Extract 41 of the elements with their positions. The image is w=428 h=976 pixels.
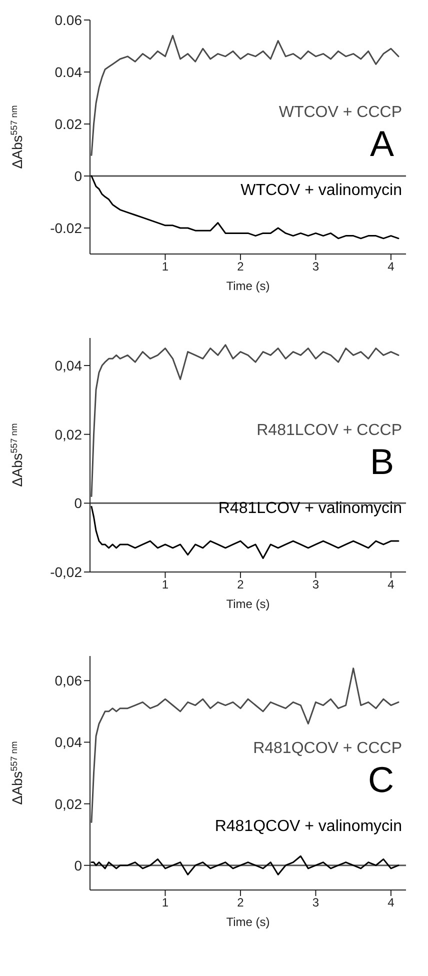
y-tick-label: 0,02	[54, 426, 82, 442]
line-series	[90, 175, 400, 240]
x-tick-label: 2	[237, 260, 244, 274]
x-tick-label: 4	[388, 578, 395, 592]
x-axis-title: Time (s)	[226, 915, 270, 929]
y-tick-label: -0,02	[50, 564, 82, 580]
x-tick-label: 3	[312, 260, 320, 274]
y-tick-label: 0.02	[54, 116, 82, 132]
x-axis-title: Time (s)	[226, 597, 270, 611]
annotation: C	[368, 758, 394, 801]
y-tick-label: 0,06	[54, 672, 82, 689]
series-label: R481QCOV + CCCP	[253, 740, 402, 758]
x-tick-label: 3	[312, 578, 320, 592]
x-tick-label: 4	[388, 260, 395, 274]
x-tick-label: 4	[388, 896, 395, 910]
text: R481LCOV + CCCP	[256, 422, 402, 440]
y-tick-label: 0,02	[54, 796, 82, 812]
y-tick-label: 0.04	[54, 64, 82, 80]
line-series	[90, 34, 400, 156]
y-tick-label: -0.02	[50, 220, 82, 236]
y-tick-label: 0.06	[54, 12, 82, 28]
x-tick-label: 2	[237, 896, 244, 910]
line-series	[90, 855, 400, 876]
annotation: A	[370, 122, 394, 165]
y-tick-label: 0	[74, 495, 82, 512]
series-label: R481QCOV + valinomycin	[214, 818, 402, 836]
text: WTCOV + valinomycin	[240, 182, 402, 200]
annotation: B	[370, 440, 394, 483]
y-tick-label: 0,04	[54, 734, 82, 750]
y-tick-label: 0	[74, 168, 82, 184]
series-label: R481LCOV + valinomycin	[218, 500, 402, 518]
x-tick-label: 1	[162, 260, 169, 274]
x-axis-title: Time (s)	[226, 279, 270, 293]
x-tick-label: 1	[162, 896, 169, 910]
y-tick-label: 0	[74, 857, 82, 874]
y-tick-label: 0,04	[54, 358, 82, 374]
x-tick-label: 3	[312, 896, 320, 910]
x-tick-label: 1	[162, 578, 169, 592]
line-series	[90, 344, 400, 498]
text: WTCOV + CCCP	[278, 104, 402, 122]
x-tick-label: 2	[237, 578, 244, 592]
